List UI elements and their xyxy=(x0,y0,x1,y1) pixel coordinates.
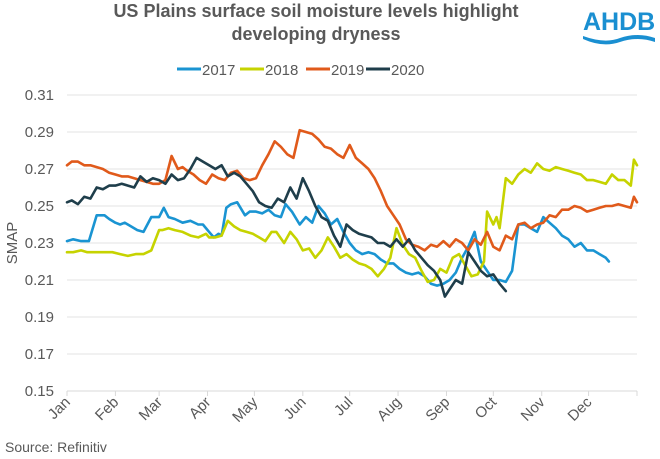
ahdb-logo: AHDB xyxy=(583,8,655,45)
legend-item-2018: 2018 xyxy=(240,62,298,79)
legend-label: 2019 xyxy=(331,62,364,79)
legend-item-2020: 2020 xyxy=(366,62,424,79)
x-tick-label: Sep xyxy=(422,394,453,425)
y-tick-label: 0.29 xyxy=(25,124,54,141)
y-axis-label: SMAP xyxy=(4,222,21,265)
x-tick-label: Jul xyxy=(331,394,357,420)
y-tick-label: 0.23 xyxy=(25,235,54,252)
y-axis-ticks: 0.31 0.29 0.27 0.25 0.23 0.21 0.19 0.17 0.15 xyxy=(25,87,54,400)
x-tick-label: Dec xyxy=(565,393,596,424)
y-tick-label: 0.19 xyxy=(25,309,54,326)
x-tick-label: Oct xyxy=(472,393,501,422)
gridlines xyxy=(67,94,637,392)
x-tick-label: Apr xyxy=(186,394,215,423)
series-line-2019 xyxy=(65,128,639,252)
legend: 2017 2018 2019 2020 xyxy=(177,62,424,79)
logo-text: AHDB xyxy=(583,8,655,36)
legend-label: 2020 xyxy=(391,62,424,79)
legend-label: 2017 xyxy=(202,62,235,79)
chart-title-line1: US Plains surface soil moisture levels h… xyxy=(113,1,518,21)
series-line-2020 xyxy=(65,156,508,298)
logo-wave-icon xyxy=(583,35,655,45)
source-note: Source: Refinitiv xyxy=(5,439,107,455)
x-tick-label: Feb xyxy=(92,394,122,424)
series-lines xyxy=(65,128,639,298)
y-tick-label: 0.27 xyxy=(25,161,54,178)
series-line-2018 xyxy=(65,158,639,284)
y-tick-label: 0.17 xyxy=(25,346,54,363)
x-tick-label: May xyxy=(229,393,261,425)
x-tick-label: Jun xyxy=(281,394,310,423)
x-tick-label: Aug xyxy=(374,394,405,425)
y-tick-label: 0.21 xyxy=(25,272,54,289)
x-tick-label: Mar xyxy=(136,394,166,424)
y-tick-label: 0.31 xyxy=(25,87,54,104)
y-tick-label: 0.25 xyxy=(25,198,54,215)
x-axis: Jan Feb Mar Apr May Jun Jul Aug Sep Oct Nov Dec xyxy=(45,391,638,426)
legend-item-2019: 2019 xyxy=(306,62,364,79)
x-tick-label: Nov xyxy=(518,393,549,424)
legend-label: 2018 xyxy=(265,62,298,79)
legend-item-2017: 2017 xyxy=(177,62,235,79)
chart-title-line2: developing dryness xyxy=(231,24,400,44)
y-tick-label: 0.15 xyxy=(25,383,54,400)
